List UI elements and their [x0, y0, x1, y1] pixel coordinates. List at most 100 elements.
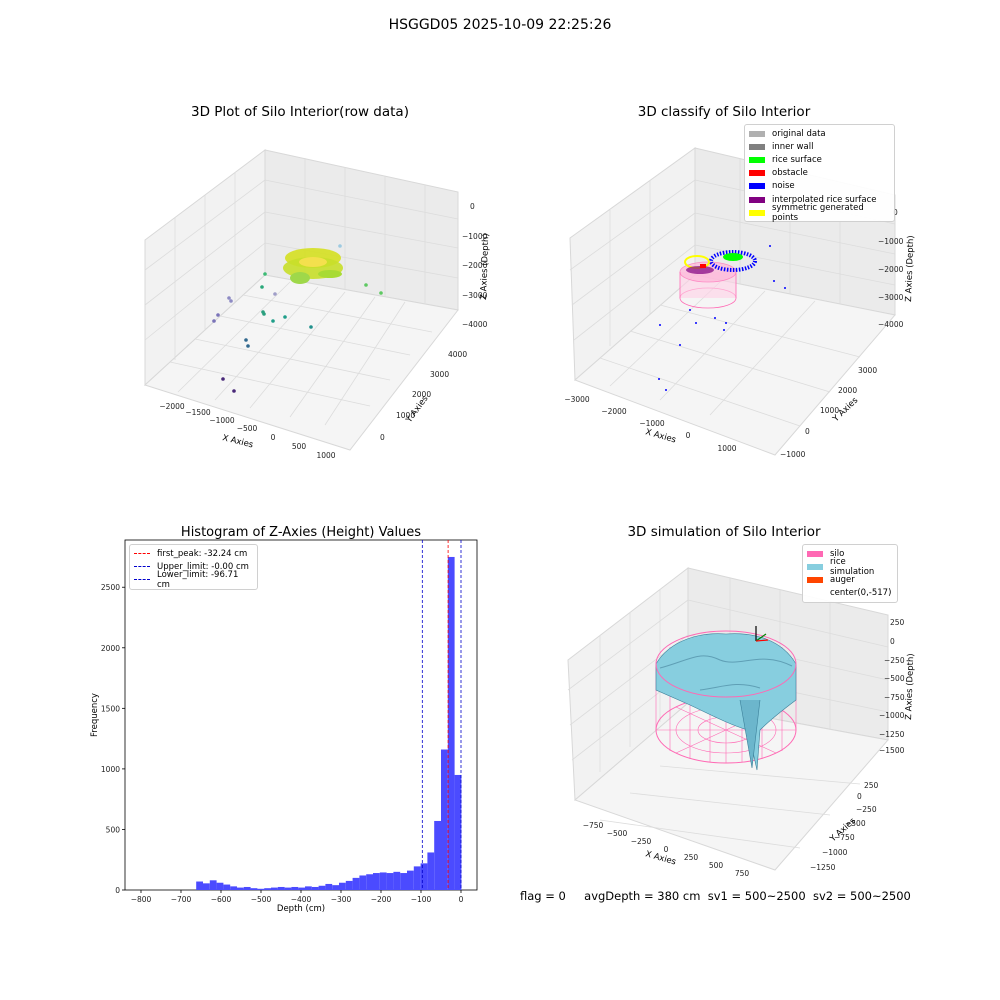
panel1-ytick: 4000: [448, 350, 467, 359]
legend-label: auger: [830, 574, 855, 585]
panel2-ytick: 0: [805, 427, 810, 436]
panel1-xtick: −1000: [209, 416, 235, 425]
panel4-ztick: 0: [890, 637, 895, 646]
legend-swatch: [807, 576, 823, 583]
panel4-xtick: −250: [631, 837, 652, 846]
status-footer: flag = 0 avgDepth = 380 cm sv1 = 500~250…: [520, 889, 911, 903]
legend-item-first-peak: first_peak: -32.24 cm: [134, 547, 252, 560]
histogram-yticks: 0 500 1000 1500 2000 2500: [101, 583, 125, 895]
ytick-label: 0: [115, 886, 120, 895]
panel2-ztick: −4000: [878, 320, 904, 329]
legend-item-symmetric: symmetric generated points: [749, 203, 889, 223]
panel4-xtick: −500: [607, 829, 628, 838]
histogram-bar: [407, 870, 414, 890]
histogram-bar: [366, 874, 373, 890]
legend-item-noise: noise: [749, 180, 889, 193]
panel1-ztick: −4000: [462, 320, 488, 329]
figure-suptitle: HSGGD05 2025-10-09 22:25:26: [388, 17, 612, 33]
histogram-vlines: [421, 540, 462, 890]
legend-swatch: [749, 170, 765, 177]
legend-line: [134, 579, 150, 581]
histogram-bar: [243, 886, 251, 890]
panel1-ytick: 3000: [430, 370, 449, 379]
legend-swatch: [749, 130, 765, 137]
panel2-xtick: −1000: [639, 419, 665, 428]
xtick-label: 0: [459, 895, 464, 904]
panel2-xlabel: X Axies: [644, 427, 677, 445]
legend-item-inner-wall: inner wall: [749, 140, 889, 153]
panel2-xtick: 0: [686, 431, 691, 440]
histogram-bar: [277, 886, 285, 890]
histogram-bar: [257, 888, 265, 890]
panel2-ztick: −1000: [878, 237, 904, 246]
panel4-ztick: −500: [884, 674, 905, 683]
legend-label: Upper_limit: -0.00 cm: [157, 561, 249, 572]
xtick-label: −700: [171, 895, 192, 904]
histogram-bar: [237, 887, 244, 890]
legend-label: first_peak: -32.24 cm: [157, 548, 248, 559]
panel1-xtick: −1500: [185, 408, 211, 417]
panel2-ztick: −2000: [878, 265, 904, 274]
panel-raw-data-3d: 3D Plot of Silo Interior(row data): [144, 104, 491, 460]
panel2-ytick: −1000: [780, 450, 806, 459]
histogram-bar: [298, 887, 305, 890]
histogram-bar: [325, 883, 333, 890]
legend-label: rice surface: [772, 154, 822, 165]
panel2-xtick: −3000: [564, 395, 590, 404]
legend-swatch: [749, 183, 765, 190]
panel2-zlabel: Z Axies (Depth): [904, 235, 916, 302]
panel1-xtick: −500: [237, 424, 258, 433]
histogram-bar: [413, 866, 421, 890]
panel4-ztick: −250: [884, 656, 905, 665]
histogram-frame: [124, 539, 478, 891]
panel4-ztick: 250: [890, 618, 905, 627]
panel1-xtick: −2000: [159, 402, 185, 411]
panel1-zlabel: Z Axies (Depth): [479, 233, 491, 300]
legend-item-obstacle: obstacle: [749, 167, 889, 180]
sv2-text: sv2 = 500~2500: [812, 889, 911, 903]
panel2-xtick: 1000: [717, 444, 736, 453]
panel1-floor-pane: [144, 274, 459, 451]
histogram-bar: [386, 873, 394, 890]
avg-depth-text: avgDepth = 380 cm: [584, 889, 701, 903]
panel4-xtick: 0: [664, 845, 669, 854]
panel4-floor-pane: [574, 702, 889, 871]
panel2-xtick: −2000: [601, 407, 627, 416]
panel4-ytick: −1000: [822, 848, 848, 857]
histogram-bar: [223, 884, 231, 890]
panel1-ticks: −2000 −1500 −1000 −500 0 500 1000 0 1000…: [159, 202, 487, 460]
histogram-bar: [427, 852, 435, 890]
ytick-label: 1000: [101, 765, 120, 774]
histogram-bar: [454, 774, 462, 890]
histogram-bar: [379, 872, 387, 890]
xtick-label: −300: [331, 895, 352, 904]
panel4-ticks: −750 −500 −250 0 250 500 750 −1250 −1000…: [583, 618, 905, 878]
panel4-legend: silo rice simulation auger center(0,-517…: [802, 544, 898, 603]
legend-line: [134, 566, 150, 568]
legend-label: interpolated rice surface: [772, 194, 877, 205]
legend-label: silo: [830, 548, 845, 559]
panel1-ztick: −2000: [462, 261, 488, 270]
panel1-xlabel: X Axies: [221, 433, 254, 450]
panel4-ztick: −750: [884, 693, 905, 702]
panel1-xtick: 0: [271, 433, 276, 442]
legend-swatch: [749, 209, 765, 216]
panel4-xtick: 250: [684, 853, 699, 862]
panel1-points: [212, 244, 383, 393]
panel1-ytick: 0: [380, 433, 385, 442]
histogram-bar: [250, 888, 258, 890]
panel2-ztick: −3000: [878, 293, 904, 302]
panel1-title: 3D Plot of Silo Interior(row data): [191, 104, 409, 120]
histogram-bar: [420, 863, 428, 890]
xtick-label: −100: [411, 895, 432, 904]
legend-item-upper-limit: Upper_limit: -0.00 cm: [134, 560, 252, 573]
xtick-label: −500: [251, 895, 272, 904]
histogram-bar: [284, 887, 292, 890]
histogram-bar: [318, 885, 326, 890]
legend-label: noise: [772, 181, 795, 192]
panel1-ytick: 2000: [412, 390, 431, 399]
panel2-ticks: −3000 −2000 −1000 0 1000 −1000 0 1000 20…: [564, 208, 903, 459]
panel2-ztick: 0: [893, 208, 898, 217]
legend-item-rice-surface: rice surface: [749, 153, 889, 166]
panel4-ytick: −750: [834, 833, 855, 842]
